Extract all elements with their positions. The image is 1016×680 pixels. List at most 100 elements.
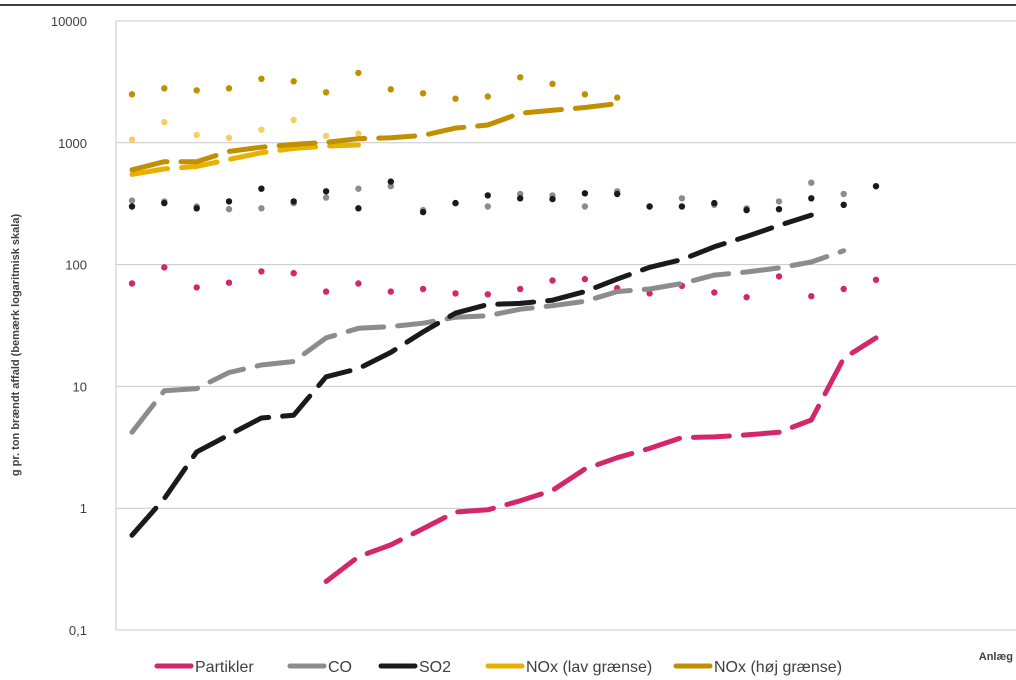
data-point: [128, 91, 136, 98]
y-tick-label: 1: [80, 501, 87, 516]
legend-label: NOx (høj grænse): [714, 659, 842, 676]
y-tick-label: 10000: [51, 14, 87, 29]
data-point: [484, 93, 491, 100]
grid: [115, 20, 1016, 631]
data-point: [452, 199, 459, 207]
data-point: [808, 293, 815, 300]
series-group: [128, 69, 621, 173]
data-point: [128, 203, 136, 210]
data-point: [290, 270, 297, 277]
data-point: [387, 86, 394, 93]
series-group: [128, 116, 362, 177]
y-tick-label: 10: [73, 379, 87, 394]
data-point: [387, 288, 394, 295]
data-point: [808, 179, 815, 186]
y-tick-label: 1000: [58, 136, 87, 151]
data-point: [743, 294, 750, 301]
legend-label: CO: [328, 659, 352, 676]
y-tick-label: 100: [65, 258, 87, 273]
data-point: [193, 87, 200, 94]
data-point: [258, 205, 265, 212]
data-point: [549, 195, 556, 203]
data-point: [322, 288, 330, 295]
data-point: [678, 195, 686, 202]
data-point: [387, 183, 394, 190]
data-point: [581, 190, 589, 197]
data-point: [872, 276, 880, 283]
data-point: [517, 74, 524, 81]
data-point: [549, 80, 556, 88]
data-point: [872, 183, 880, 190]
data-point: [775, 198, 783, 205]
data-point: [225, 85, 233, 92]
data-point: [419, 90, 427, 97]
data-point: [355, 185, 362, 192]
y-tick-label: 0,1: [69, 623, 87, 638]
series-group: [128, 179, 847, 435]
data-point: [711, 199, 718, 207]
data-point: [128, 197, 136, 204]
series-line: [129, 248, 847, 435]
data-point: [225, 198, 233, 205]
data-point: [549, 277, 556, 284]
data-point: [743, 206, 750, 214]
data-point: [387, 178, 394, 185]
legend-label: SO2: [419, 659, 451, 676]
series-line: [129, 142, 361, 177]
legend-label: Partikler: [195, 659, 254, 676]
data-point: [614, 190, 621, 198]
data-point: [355, 69, 362, 77]
series-line: [129, 101, 620, 173]
data-point: [161, 118, 168, 126]
data-point: [711, 289, 718, 296]
data-point: [646, 203, 653, 210]
data-point: [258, 126, 265, 133]
data-point: [290, 78, 297, 85]
data-point: [355, 205, 362, 212]
data-point: [419, 285, 427, 293]
data-point: [161, 85, 168, 92]
data-point: [840, 201, 847, 208]
data-point: [484, 203, 491, 210]
data-point: [840, 190, 847, 198]
data-point: [355, 130, 362, 137]
y-axis-title: g pr. ton brændt affald (bemærk logaritm…: [10, 214, 22, 477]
data-point: [225, 206, 233, 213]
data-point: [290, 116, 297, 124]
data-point: [258, 75, 265, 83]
data-point: [840, 285, 847, 293]
data-point: [128, 280, 136, 287]
data-point: [581, 91, 589, 98]
data-point: [678, 203, 686, 210]
series-layer: [128, 69, 880, 584]
data-point: [419, 208, 427, 216]
series-line: [129, 212, 814, 538]
data-point: [161, 264, 168, 271]
data-point: [322, 132, 330, 140]
data-point: [808, 195, 815, 202]
data-point: [225, 134, 233, 141]
data-point: [517, 285, 524, 293]
series-line: [323, 335, 879, 584]
data-point: [322, 194, 330, 201]
legend-label: NOx (lav grænse): [526, 659, 652, 676]
y-axis-ticks: 0,1 1 10 100 1000 10000: [51, 14, 87, 638]
legend: Partikler CO SO2 NOx (lav grænse) NOx (høj g…: [154, 659, 842, 676]
data-point: [258, 185, 265, 192]
data-point: [581, 203, 589, 210]
data-point: [452, 95, 459, 102]
data-point: [128, 136, 136, 143]
data-point: [452, 290, 459, 297]
data-point: [322, 89, 330, 96]
series-group: [128, 264, 880, 584]
data-point: [775, 206, 783, 213]
data-point: [484, 192, 491, 199]
data-point: [646, 290, 653, 297]
data-point: [193, 284, 200, 291]
data-point: [775, 273, 783, 280]
data-point: [225, 279, 233, 286]
data-point: [517, 195, 524, 202]
x-axis-title: Anlæg: [979, 651, 1013, 663]
data-point: [161, 199, 168, 207]
